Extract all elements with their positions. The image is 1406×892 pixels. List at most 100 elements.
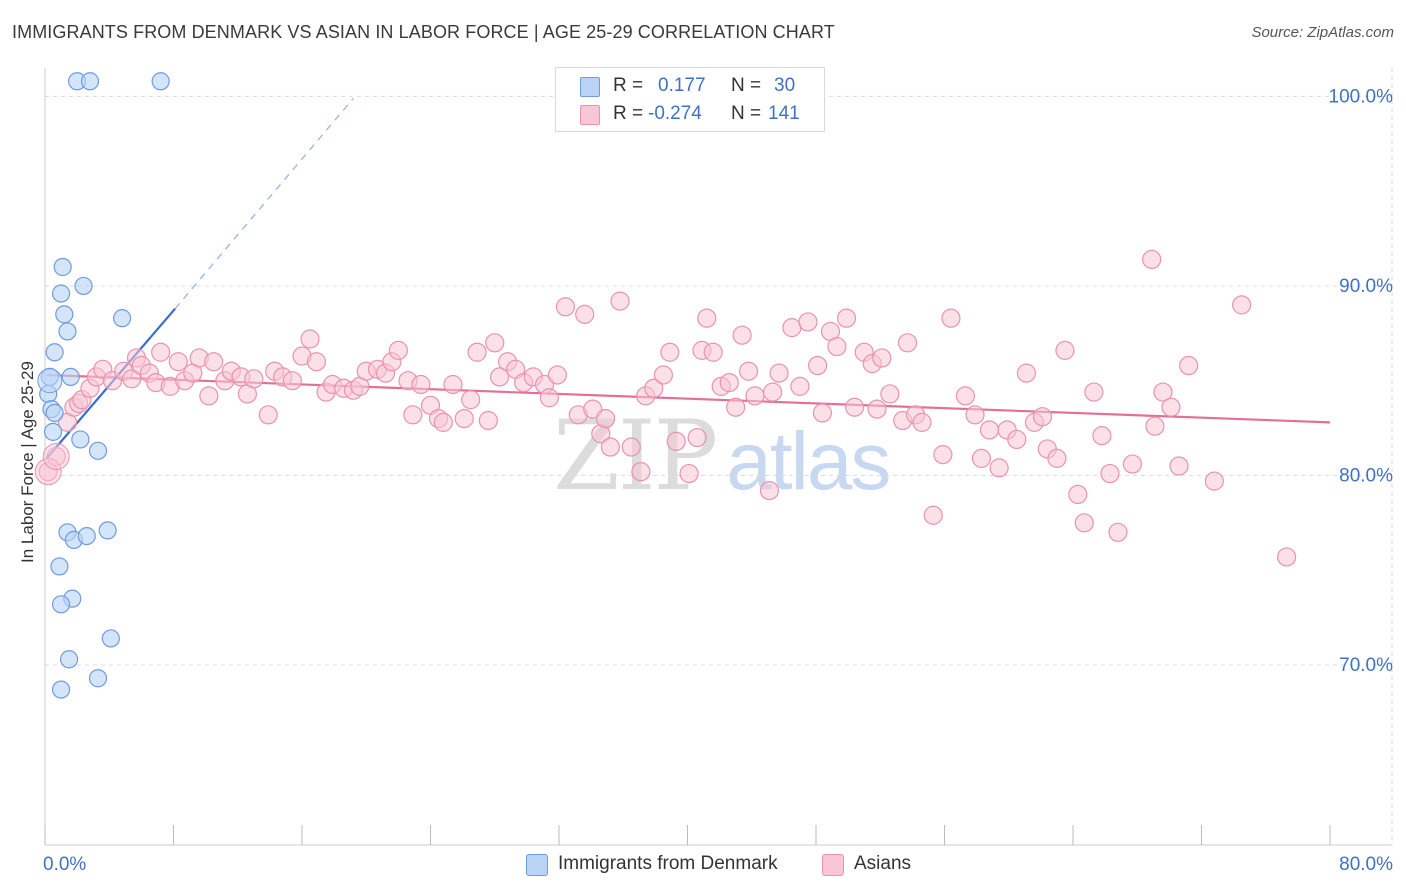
- asians-point: [403, 405, 423, 425]
- asians-point: [965, 405, 985, 425]
- denmark-r-value: 0.177: [658, 75, 706, 96]
- asians-point: [666, 431, 686, 451]
- asians-point: [763, 382, 783, 402]
- asians-point: [1153, 382, 1173, 402]
- denmark-point: [88, 441, 108, 460]
- asians-point: [575, 304, 595, 324]
- denmark-n-label: N =: [731, 75, 762, 96]
- asians-point: [1068, 484, 1088, 505]
- x-tick-label-max: 80.0%: [1339, 854, 1393, 875]
- asians-point: [199, 386, 219, 406]
- asians-point: [204, 352, 224, 372]
- chart-title: IMMIGRANTS FROM DENMARK VS ASIAN IN LABO…: [12, 22, 835, 42]
- asians-point: [971, 448, 992, 468]
- asians-point: [827, 336, 847, 357]
- asians-point: [782, 318, 802, 338]
- denmark-point: [51, 680, 71, 699]
- denmark-point: [51, 595, 71, 614]
- axis-layer: [44, 68, 1392, 846]
- asians-point: [610, 291, 630, 311]
- asians-point: [300, 329, 320, 349]
- asians-point: [836, 308, 857, 328]
- asians-point: [621, 437, 641, 457]
- denmark-point: [77, 526, 96, 546]
- asians-point: [467, 342, 487, 362]
- asians-point: [703, 342, 723, 362]
- asians-point: [244, 369, 264, 389]
- asians-point: [411, 374, 431, 395]
- stats-row-denmark: R = 0.177 N = 30: [556, 72, 824, 100]
- asians-point: [732, 325, 752, 345]
- denmark-n-value: 30: [774, 75, 796, 96]
- asians-point: [1055, 340, 1075, 360]
- asians-point: [979, 420, 1000, 440]
- asians-r-label: R =: [613, 103, 644, 124]
- asians-point: [1016, 363, 1037, 383]
- asians-point: [790, 376, 810, 396]
- asians-point: [282, 371, 302, 391]
- asians-point: [759, 481, 780, 501]
- asians-point: [912, 412, 932, 432]
- asians-point: [583, 399, 603, 419]
- asians-point: [461, 390, 481, 410]
- asians-point: [1092, 426, 1112, 446]
- asians-point: [719, 372, 739, 393]
- asians-point: [122, 369, 142, 389]
- denmark-r-label: R =: [613, 75, 644, 96]
- asians-point: [867, 399, 887, 419]
- denmark-point: [74, 276, 93, 296]
- asians-point: [1047, 448, 1067, 468]
- asians-point: [989, 458, 1009, 478]
- asians-swatch: [580, 105, 600, 125]
- asians-point: [1084, 382, 1104, 402]
- x-tick-label-min: 0.0%: [43, 854, 86, 875]
- asians-point: [1204, 471, 1224, 491]
- tick-labels: 70.0% 80.0% 90.0% 100.0% 0.0% 80.0%: [43, 86, 1393, 875]
- asians-point: [726, 397, 746, 417]
- trend-layer: [45, 97, 1331, 460]
- asians-point: [1007, 429, 1027, 450]
- asians-point: [1161, 397, 1181, 417]
- asians-point: [1232, 295, 1252, 315]
- asians-point: [687, 427, 707, 448]
- asians-point: [955, 386, 975, 406]
- asians-n-label: N =: [731, 103, 762, 124]
- asians-point: [923, 505, 943, 525]
- denmark-point: [98, 521, 117, 540]
- asians-point-cluster: [42, 443, 70, 470]
- asians-point: [1142, 249, 1162, 270]
- asians-point: [547, 365, 567, 385]
- denmark-point: [88, 669, 108, 688]
- denmark-point: [45, 403, 64, 423]
- asians-point: [443, 374, 463, 395]
- asians-point: [1169, 456, 1189, 476]
- denmark-point: [50, 557, 69, 576]
- asians-points: [34, 249, 1297, 567]
- asians-point: [258, 405, 278, 425]
- asians-point: [880, 384, 900, 404]
- asians-point: [660, 342, 680, 362]
- asians-point: [1145, 416, 1165, 436]
- asians-point: [653, 365, 674, 385]
- asians-point: [1074, 513, 1094, 533]
- asians-point: [489, 367, 510, 387]
- denmark-swatch: [580, 77, 600, 97]
- legend-asians-swatch: [822, 854, 844, 876]
- legend-denmark-label: Immigrants from Denmark: [558, 853, 778, 874]
- asians-point: [1100, 463, 1120, 484]
- denmark-point: [151, 72, 170, 91]
- asians-point: [1122, 454, 1143, 474]
- asians-point: [745, 386, 765, 406]
- asians-point: [1032, 407, 1053, 427]
- legend-asians-label: Asians: [854, 853, 912, 874]
- asians-point: [539, 388, 559, 408]
- y-tick-label-100: 100.0%: [1329, 86, 1394, 107]
- asians-point: [769, 363, 789, 383]
- asians-point: [388, 340, 408, 360]
- asians-point: [600, 437, 621, 457]
- legend-denmark-swatch: [526, 854, 548, 876]
- denmark-points: [37, 72, 170, 699]
- asians-point: [1179, 355, 1199, 376]
- asians-point: [812, 403, 833, 423]
- denmark-point: [101, 629, 120, 648]
